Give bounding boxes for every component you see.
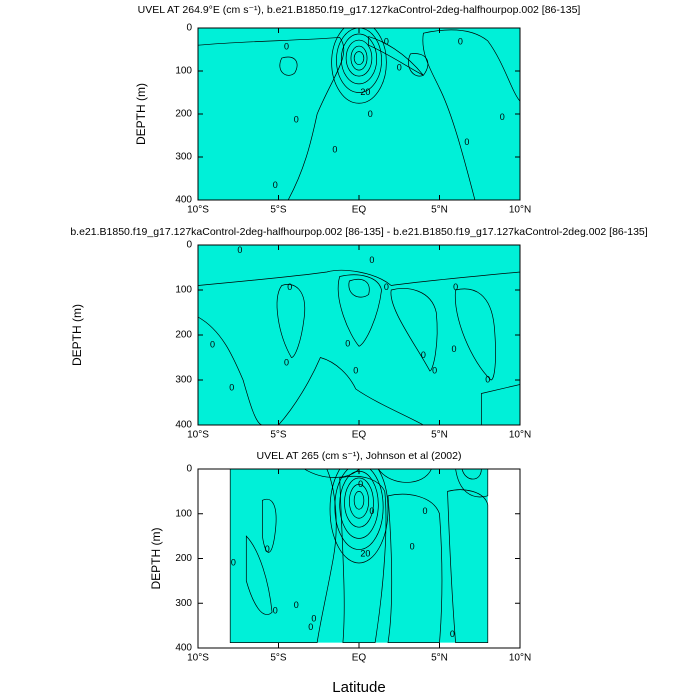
contour-label: 0 (210, 339, 215, 349)
x-tick-label: 5°N (431, 205, 448, 216)
contour-label: 0 (231, 557, 236, 567)
contour-label: 0 (384, 37, 389, 47)
y-tick-label: 100 (175, 285, 192, 296)
contour-label: 0 (353, 365, 358, 375)
chart-title: UVEL AT 265 (cm s⁻¹), Johnson et al (200… (257, 450, 462, 462)
x-tick-label: 10°S (187, 205, 209, 216)
y-tick-label: 200 (175, 330, 192, 341)
contour-label: 0 (308, 622, 313, 632)
contour-label: 0 (453, 282, 458, 292)
contour-label: 20 (360, 87, 370, 97)
y-tick-label: 400 (175, 195, 192, 206)
contour-label: 0 (284, 357, 289, 367)
y-tick-label: 200 (175, 553, 192, 564)
chart-title: b.e21.B1850.f19_g17.127kaControl-2deg-ha… (70, 226, 647, 238)
contour-fill (198, 28, 520, 200)
y-tick-label: 0 (186, 240, 192, 251)
contour-label: 0 (358, 479, 363, 489)
x-tick-label: 5°S (270, 205, 287, 216)
contour-label: 0 (451, 344, 456, 354)
contour-label: 0 (423, 506, 428, 516)
x-tick-label: 10°N (509, 430, 531, 441)
contour-label: 0 (464, 137, 469, 147)
y-tick-label: 100 (175, 508, 192, 519)
y-tick-label: 0 (186, 23, 192, 34)
contour-label: 0 (368, 109, 373, 119)
x-tick-label: EQ (352, 205, 367, 216)
contour-label: 0 (237, 245, 242, 255)
contour-label: 0 (369, 506, 374, 516)
contour-label: 0 (265, 544, 270, 554)
x-tick-label: 10°S (187, 430, 209, 441)
contour-label: 0 (294, 600, 299, 610)
contour-label: 0 (432, 365, 437, 375)
x-tick-label: 10°N (509, 653, 531, 664)
y-tick-label: 200 (175, 109, 192, 120)
y-tick-label: 0 (186, 464, 192, 475)
y-axis-label: DEPTH (m) (134, 83, 148, 145)
contour-label: 20 (360, 548, 370, 558)
contour-label: 0 (294, 114, 299, 124)
contour-label: 0 (458, 37, 463, 47)
contour-label: 0 (384, 282, 389, 292)
y-tick-label: 300 (175, 375, 192, 386)
contour-label: 0 (450, 629, 455, 639)
y-tick-label: 300 (175, 152, 192, 163)
contour-label: 0 (284, 41, 289, 51)
x-tick-label: 5°N (431, 430, 448, 441)
x-tick-label: EQ (352, 430, 367, 441)
contour-label: 0 (229, 382, 234, 392)
x-tick-label: 5°S (270, 430, 287, 441)
contour-label: 0 (332, 144, 337, 154)
contour-label: 0 (369, 255, 374, 265)
contour-label: 0 (397, 62, 402, 72)
y-tick-label: 400 (175, 420, 192, 431)
contour-label: 0 (485, 374, 490, 384)
chart-title: UVEL AT 264.9°E (cm s⁻¹), b.e21.B1850.f1… (138, 4, 581, 16)
y-axis-label: DEPTH (m) (70, 304, 84, 366)
x-tick-label: 10°S (187, 653, 209, 664)
x-axis-label: Latitude (332, 679, 385, 696)
x-tick-label: 5°S (270, 653, 287, 664)
y-tick-label: 400 (175, 643, 192, 654)
y-tick-label: 300 (175, 598, 192, 609)
contour-fill (230, 469, 488, 643)
contour-label: 0 (311, 613, 316, 623)
contour-label: 0 (273, 606, 278, 616)
contour-label: 0 (500, 112, 505, 122)
y-axis-label: DEPTH (m) (149, 528, 163, 590)
y-tick-label: 100 (175, 66, 192, 77)
x-tick-label: 5°N (431, 653, 448, 664)
contour-label: 0 (287, 282, 292, 292)
x-tick-label: EQ (352, 653, 367, 664)
contour-label: 0 (410, 542, 415, 552)
contour-label: 0 (273, 180, 278, 190)
contour-fill (198, 245, 520, 425)
x-tick-label: 10°N (509, 205, 531, 216)
contour-label: 0 (421, 350, 426, 360)
contour-label: 0 (345, 338, 350, 348)
